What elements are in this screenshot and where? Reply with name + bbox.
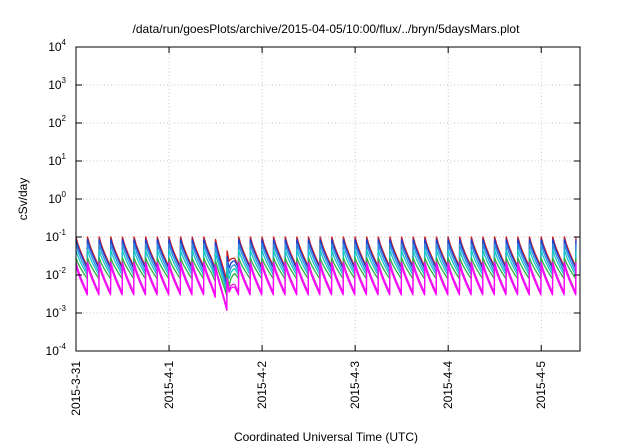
y-tick-label: 100 xyxy=(48,190,66,206)
x-tick-label: 2015-4-3 xyxy=(348,361,362,409)
y-tick-label: 102 xyxy=(48,114,66,130)
x-axis-label: Coordinated Universal Time (UTC) xyxy=(234,430,418,444)
ticks: 10-4 10-3 10-2 10-1 100 101 102 103 104 2015-3-31… xyxy=(46,38,580,416)
y-axis-label: cSv/day xyxy=(16,178,30,221)
y-tick-label: 10-2 xyxy=(46,266,67,282)
x-tick-label: 2015-3-31 xyxy=(69,361,83,416)
y-tick-label: 10-1 xyxy=(46,228,67,244)
series-line-7 xyxy=(75,264,577,311)
x-tick-label: 2015-4-5 xyxy=(534,361,548,409)
y-tick-label: 10-3 xyxy=(46,304,67,320)
y-tick-label: 103 xyxy=(48,76,66,92)
y-tick-label: 10-4 xyxy=(46,342,67,358)
y-tick-label: 104 xyxy=(48,38,66,54)
x-tick-label: 2015-4-2 xyxy=(255,361,269,409)
series-group xyxy=(75,236,577,311)
chart-title: /data/run/goesPlots/archive/2015-04-05/1… xyxy=(133,22,521,36)
x-tick-label: 2015-4-1 xyxy=(162,361,176,409)
grid xyxy=(76,47,580,351)
x-tick-label: 2015-4-4 xyxy=(441,361,455,409)
y-tick-label: 101 xyxy=(48,152,66,168)
